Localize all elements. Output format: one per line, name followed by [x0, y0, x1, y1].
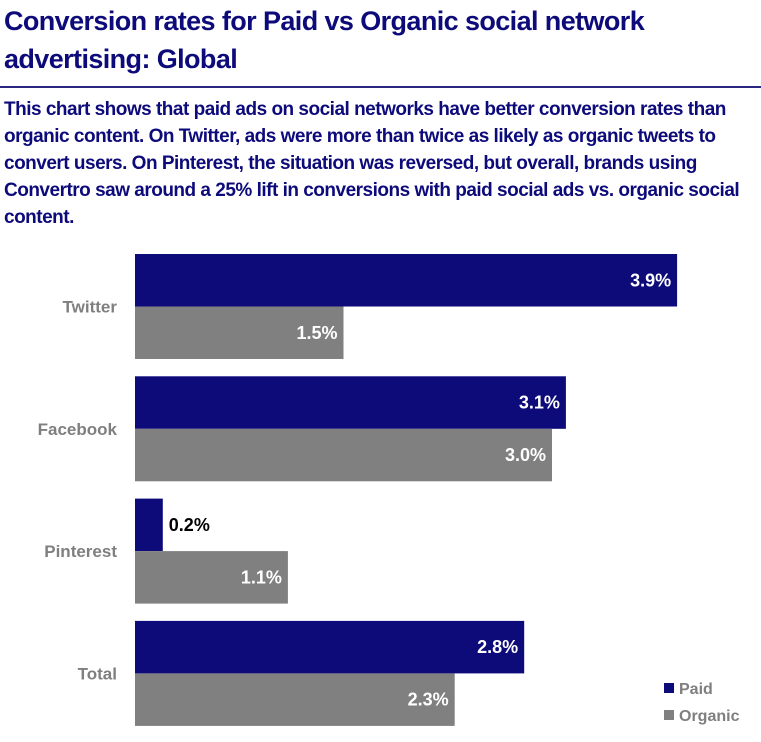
chart-title: Conversion rates for Paid vs Organic soc…	[4, 6, 645, 74]
data-label: 3.0%	[505, 445, 546, 465]
paid-bar	[135, 498, 163, 552]
organic-bar	[135, 306, 344, 359]
data-label: 2.8%	[477, 637, 518, 657]
organic-bar	[135, 428, 552, 482]
legend-swatch-paid	[664, 683, 674, 693]
category-label: Facebook	[38, 420, 118, 439]
data-label: 3.1%	[519, 393, 560, 413]
data-label: 1.1%	[241, 567, 282, 587]
paid-bar	[135, 254, 678, 307]
category-label: Total	[78, 664, 117, 683]
category-label: Twitter	[63, 298, 118, 317]
legend-label: Organic	[679, 708, 740, 725]
organic-bar	[135, 673, 455, 726]
organic-bar	[135, 551, 288, 604]
data-label: 0.2%	[169, 515, 210, 535]
data-label: 3.9%	[630, 270, 671, 290]
data-label: 2.3%	[408, 690, 449, 710]
legend-swatch-organic	[664, 710, 674, 720]
legend-label: Paid	[679, 681, 713, 698]
paid-bar	[135, 376, 566, 429]
title-divider	[0, 86, 761, 88]
data-label: 1.5%	[296, 323, 337, 343]
category-label: Pinterest	[44, 542, 117, 561]
chart-subtitle: This chart shows that paid ads on social…	[4, 99, 740, 228]
paid-bar	[135, 620, 525, 674]
